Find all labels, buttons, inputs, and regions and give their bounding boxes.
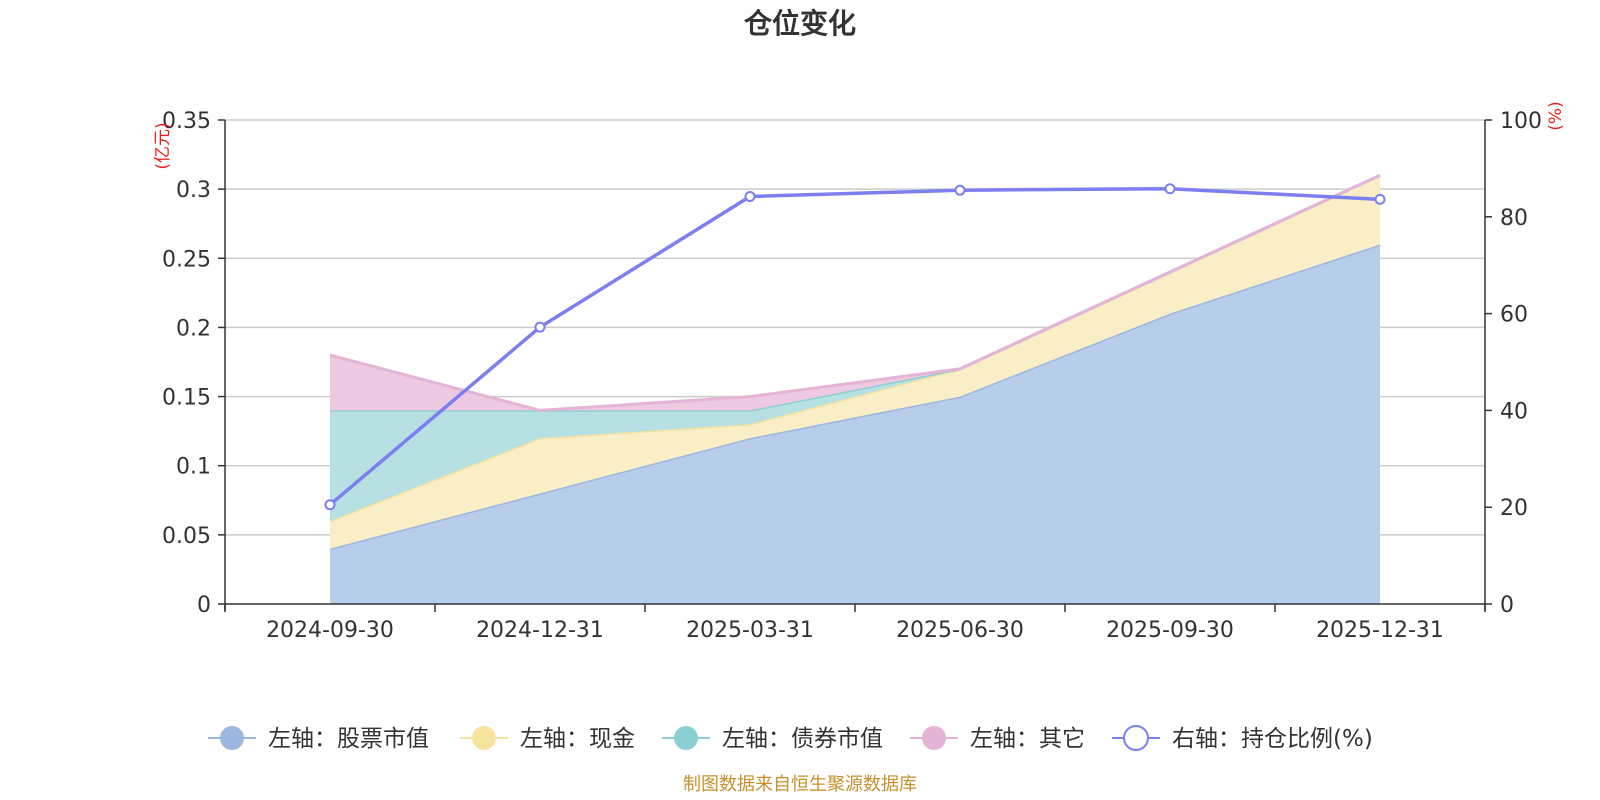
- legend-marker: [220, 726, 244, 750]
- line-series: [324, 183, 1386, 511]
- left-axis-tick-label: 0: [197, 593, 211, 618]
- legend-label: 左轴：股票市值: [268, 726, 429, 752]
- holding-ratio-point: [534, 321, 546, 333]
- legend-item: 左轴：其它: [910, 726, 1085, 752]
- right-axis-tick-label: 60: [1500, 303, 1528, 328]
- area-line-3: [329, 173, 1381, 412]
- legend-marker: [1123, 725, 1149, 751]
- legend: 左轴：股票市值 左轴：现金 左轴：债券市值 左轴：其它 右轴：持仓比例(%): [208, 725, 1373, 752]
- right-axis-tick-label: 80: [1500, 206, 1528, 231]
- legend-label: 左轴：现金: [520, 726, 635, 752]
- holding-ratio-point: [1374, 193, 1386, 205]
- holding-ratio-point: [954, 184, 966, 196]
- legend-marker: [674, 726, 698, 750]
- legend-marker: [472, 726, 496, 750]
- area-1: [330, 175, 1380, 549]
- holding-ratio-point: [744, 190, 756, 202]
- right-axis-unit: (%): [1546, 101, 1566, 130]
- left-axis-tick-label: 0.35: [162, 109, 211, 134]
- x-axis-tick-label: 2024-09-30: [266, 618, 394, 643]
- holding-ratio-point: [1164, 183, 1176, 195]
- x-axis-tick-label: 2025-06-30: [896, 618, 1024, 643]
- left-axis-tick-label: 0.1: [176, 455, 211, 480]
- holding-ratio-point: [324, 499, 336, 511]
- right-axis-tick-label: 40: [1500, 399, 1528, 424]
- left-axis-tick-label: 0.15: [162, 386, 211, 411]
- source-note: 制图数据来自恒生聚源数据库: [683, 774, 917, 795]
- left-axis-tick-label: 0.3: [176, 178, 211, 203]
- legend-item: 右轴：持仓比例(%): [1112, 725, 1373, 752]
- chart-title: 仓位变化: [744, 7, 856, 40]
- legend-label: 左轴：其它: [970, 726, 1085, 752]
- right-axis-tick-label: 100: [1500, 109, 1542, 134]
- legend-label: 左轴：债券市值: [722, 726, 883, 752]
- legend-marker: [922, 726, 946, 750]
- right-axis-tick-label: 0: [1500, 593, 1514, 618]
- left-axis-tick-label: 0.25: [162, 247, 211, 272]
- left-axis-unit: (亿元): [153, 122, 173, 169]
- axes: 0 0.05 0.1 0.15 0.2 0.25 0.3 0.35 0 20 40 60 80 100 20…: [162, 109, 1542, 643]
- area-3: [330, 175, 1380, 411]
- legend-item: 左轴：股票市值: [208, 726, 429, 752]
- area-series: [329, 173, 1381, 604]
- right-axis-tick-label: 20: [1500, 496, 1528, 521]
- holding-ratio-line: [328, 186, 1381, 507]
- area-2: [330, 175, 1380, 522]
- x-axis-tick-label: 2025-12-31: [1316, 618, 1444, 643]
- x-axis-tick-label: 2024-12-31: [476, 618, 604, 643]
- left-axis-tick-label: 0.2: [176, 316, 211, 341]
- legend-label: 右轴：持仓比例(%): [1172, 726, 1373, 752]
- left-axis-tick-label: 0.05: [162, 524, 211, 549]
- legend-item: 左轴：债券市值: [662, 726, 883, 752]
- x-axis-tick-label: 2025-03-31: [686, 618, 814, 643]
- legend-item: 左轴：现金: [460, 726, 635, 752]
- x-axis-tick-label: 2025-09-30: [1106, 618, 1234, 643]
